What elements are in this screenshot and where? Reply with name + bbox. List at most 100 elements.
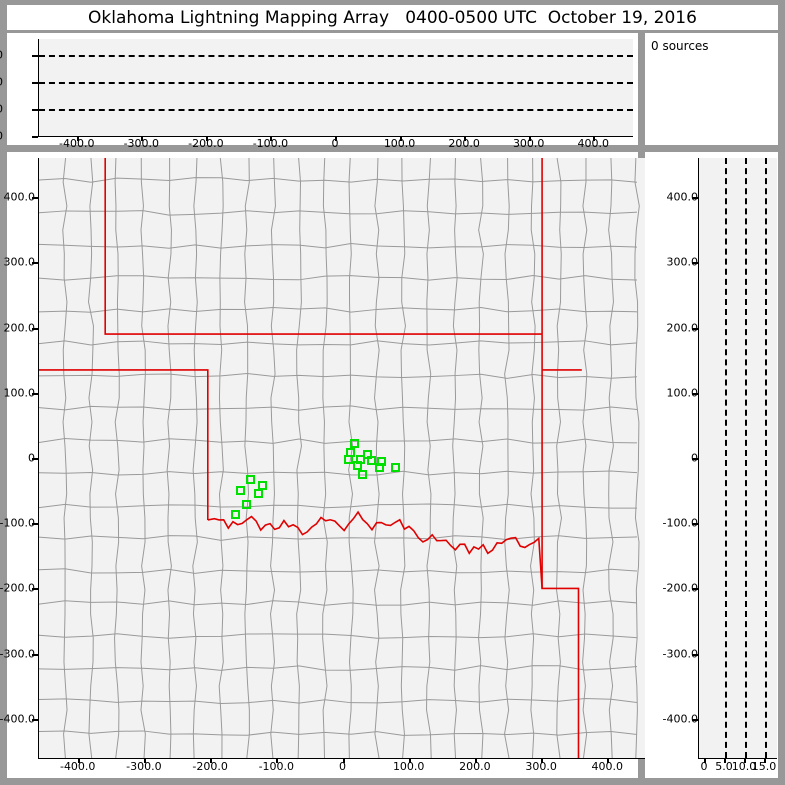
axis-tick [32,458,38,460]
axis-tick [32,588,38,591]
height-histogram-plot-area[interactable] [698,158,777,759]
x-axis-tick-label: -300.0 [126,760,162,773]
window-title-bar: Oklahoma Lightning Mapping Array 0400-05… [7,5,778,30]
axis-tick [32,262,38,265]
x-axis-tick-label: 15.0 [751,760,777,773]
axis-tick [32,197,38,200]
axis-tick [270,136,273,141]
axis-tick [724,758,726,763]
y-axis-tick-label: -200.0 [0,581,35,595]
y-axis-tick-label: 0 [28,451,35,465]
map-geography [39,158,640,758]
x-axis-tick-label: -100.0 [252,137,289,150]
axis-tick [32,82,38,85]
y-axis-tick-label: 300.0 [3,255,36,269]
y-axis-tick-label: 10.0 [0,76,3,89]
axis-tick [704,758,706,763]
axis-tick [692,458,698,460]
x-axis-tick-label: -400.0 [59,760,96,773]
x-axis-tick-label: 5.0 [715,760,733,773]
axis-tick [408,758,411,763]
axis-tick [143,758,146,763]
axis-tick [32,327,38,330]
x-axis-tick-label: 0 [700,760,708,773]
lma-source-marker[interactable] [343,454,353,464]
lma-source-marker[interactable] [254,489,264,499]
x-axis-tick-label: -200.0 [188,137,224,150]
page-title: Oklahoma Lightning Mapping Array 0400-05… [88,7,697,28]
x-axis-tick-label: 300.0 [525,760,557,773]
map-panel[interactable]: 400.0 300.0 200.0 100.0 0 -100.0 -200.0 -300.0 -… [0,152,648,778]
x-axis-tick-label: 100.0 [383,137,416,150]
axis-tick [692,327,698,330]
gridline-x [745,158,747,758]
lma-source-marker[interactable] [246,475,256,485]
y-axis-tick-label: -100.0 [662,516,698,530]
county-lines [39,158,640,758]
x-axis-tick-label: -200.0 [192,760,228,773]
axis-tick [210,758,213,763]
axis-tick [764,758,766,763]
lma-source-marker[interactable] [349,438,359,448]
axis-tick [593,136,596,141]
axis-tick [342,758,345,763]
lma-source-marker[interactable] [357,469,367,479]
lma-source-marker[interactable] [258,480,268,490]
axis-tick [528,136,531,141]
lma-source-marker[interactable] [375,462,385,472]
lma-source-marker[interactable] [366,456,376,466]
lma-source-marker[interactable] [352,461,362,471]
y-axis-tick-label: 200.0 [3,321,36,335]
x-axis-tick-label: 400.0 [577,137,610,150]
x-axis-tick-label: 0 [339,760,346,773]
axis-tick [76,136,79,141]
y-axis-tick-label: 100.0 [666,386,699,400]
axis-tick [692,262,698,265]
axis-tick [32,55,38,58]
y-axis-tick-label: -100.0 [0,516,35,530]
lma-source-marker[interactable] [242,500,252,510]
y-axis-tick-label: 300.0 [666,255,699,269]
axis-tick [692,718,698,721]
y-axis-tick-label: 200.0 [666,321,699,335]
lma-source-marker[interactable] [236,486,246,496]
x-axis-tick-label: 400.0 [591,760,624,773]
source-count-label: 0 sources [651,39,709,53]
y-axis-tick-label: 400.0 [3,190,36,204]
axis-tick [474,758,477,763]
axis-tick [335,136,337,141]
y-axis-tick-label: 0 [0,130,3,143]
x-axis-tick-label: -400.0 [59,137,95,150]
lma-source-marker[interactable] [390,462,400,472]
height-histogram-panel[interactable]: 0 5.0 10.0 15.0 400.0 300.0 200.0 100.0 0 -100.0 -… [645,152,778,778]
x-axis-tick-label: 200.0 [459,760,491,773]
lma-source-marker[interactable] [231,509,241,519]
y-axis-tick-label: 400.0 [666,190,699,204]
lma-source-marker[interactable] [377,456,387,466]
time-height-plot-area[interactable] [38,39,633,137]
x-axis-tick-label: 0 [331,137,339,150]
y-axis-tick-label: -300.0 [0,647,35,661]
axis-tick [276,758,279,763]
y-axis-tick-label: -200.0 [662,581,698,595]
axis-tick [541,758,544,763]
axis-tick [32,392,38,395]
state-borders [39,158,582,758]
axis-tick [692,392,698,395]
x-axis-tick-label: -300.0 [123,137,160,150]
axis-tick [692,197,698,200]
axis-tick [32,109,38,112]
time-height-panel[interactable]: 0 5.0 10.0 15.0 -400.0 -300.0 -200.0 -100.0 0 100… [0,33,638,150]
axis-tick [692,588,698,591]
axis-tick [32,718,38,721]
y-axis-tick-label: -400.0 [0,712,35,726]
x-axis-tick-label: 200.0 [448,137,480,150]
gridline-x [765,158,767,758]
axis-tick [607,758,610,763]
axis-tick [399,136,402,141]
map-plot-area[interactable] [38,158,648,759]
axis-tick [141,136,144,141]
gridline-y [39,55,633,58]
axis-tick [692,523,698,526]
